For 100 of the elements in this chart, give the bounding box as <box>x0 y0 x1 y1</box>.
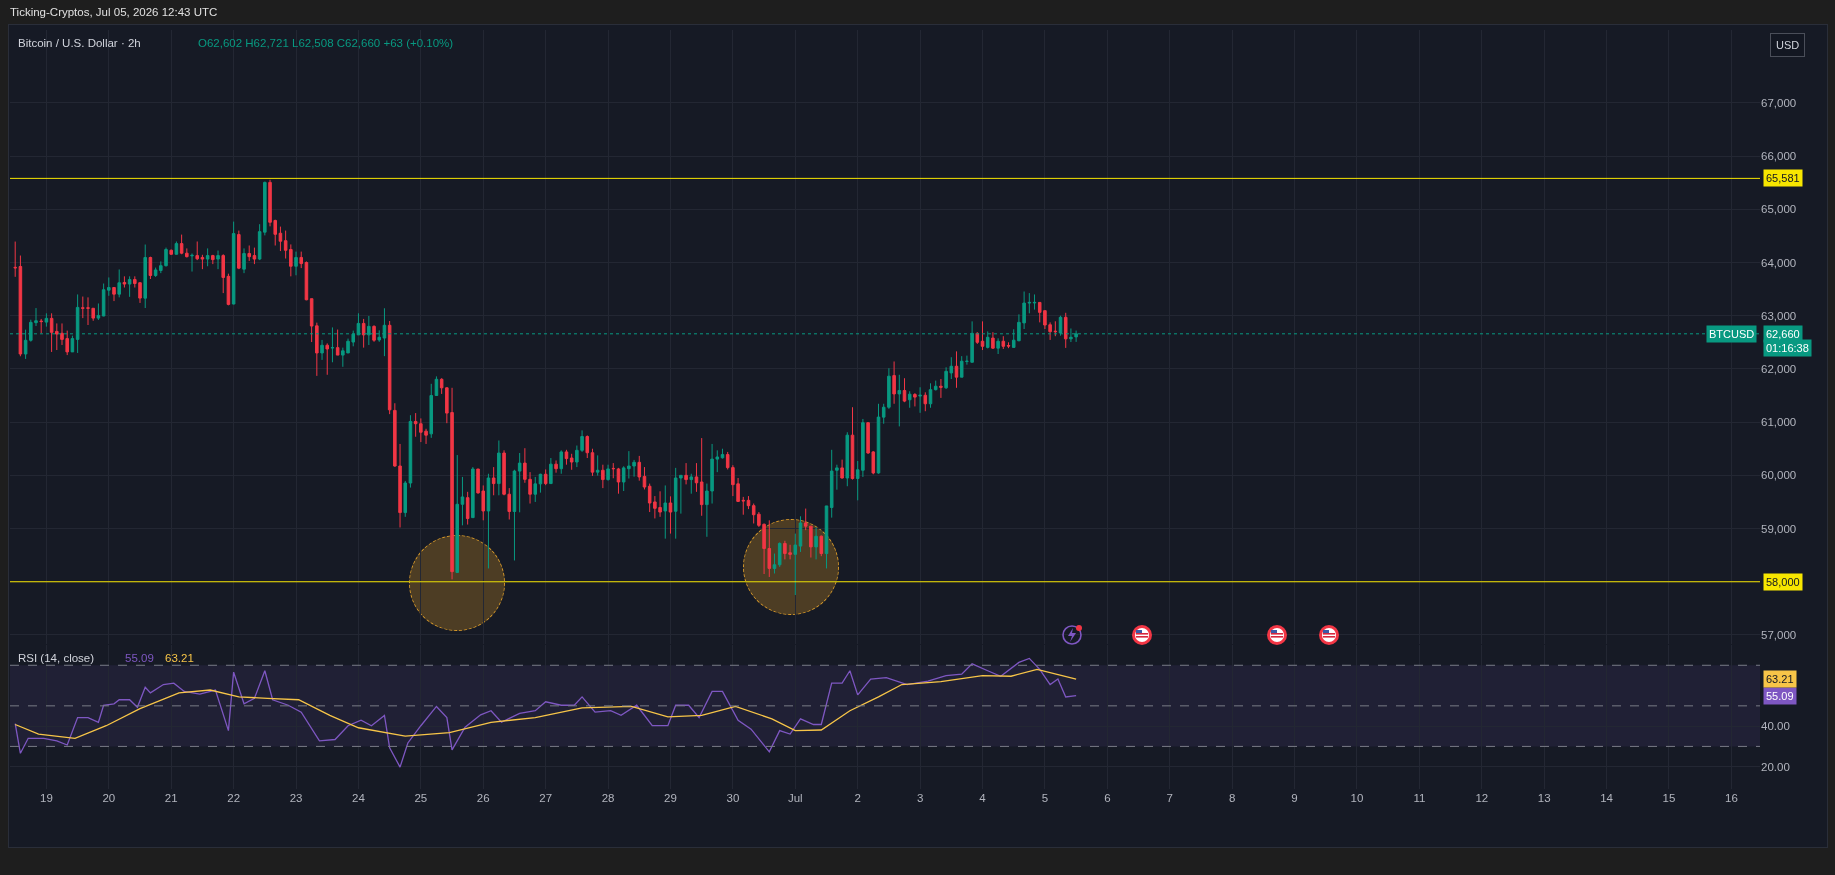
y-tick-label: 40.00 <box>1761 720 1790 733</box>
text: 55.09 <box>1766 690 1794 702</box>
candlestick <box>512 469 517 561</box>
candlestick <box>928 382 933 409</box>
x-tick-label: 25 <box>414 791 428 804</box>
candlestick <box>699 437 704 517</box>
x-tick-label: 14 <box>1600 791 1614 804</box>
x-tick-label: 7 <box>1166 791 1173 804</box>
candlestick <box>933 380 938 391</box>
candlestick <box>907 390 912 409</box>
y-tick-label: 59,000 <box>1761 522 1797 535</box>
candlestick <box>637 455 642 482</box>
y-tick-label: 60,000 <box>1761 469 1797 482</box>
candlestick <box>902 377 907 403</box>
candlestick <box>216 250 220 270</box>
x-tick-label: 2 <box>854 791 861 804</box>
candlestick <box>455 454 460 573</box>
candlestick <box>611 462 616 479</box>
x-tick-label: 8 <box>1228 791 1236 804</box>
x-tick-label: 22 <box>227 791 241 804</box>
candlestick <box>211 254 215 265</box>
candlestick <box>954 350 959 389</box>
x-tick-label: Jul <box>787 791 803 804</box>
candlestick <box>684 462 688 485</box>
x-tick-label: 27 <box>539 791 553 804</box>
candlestick <box>980 320 985 351</box>
y-tick-label: 64,000 <box>1761 256 1797 269</box>
candlestick <box>429 383 434 439</box>
candlestick <box>497 439 501 496</box>
candlestick <box>897 374 902 427</box>
candlestick <box>601 464 605 489</box>
candlestick <box>939 378 943 399</box>
x-tick-label: 10 <box>1350 791 1364 804</box>
candlestick <box>231 221 236 305</box>
x-tick-label: 24 <box>352 791 366 804</box>
candlestick <box>538 473 543 494</box>
candlestick <box>174 240 179 256</box>
text: Ticking-Cryptos, Jul 05, 2026 12:43 UTC <box>10 6 218 18</box>
candlestick <box>913 393 917 407</box>
x-tick-label: 12 <box>1475 791 1489 804</box>
text: 63.21 <box>1766 673 1794 685</box>
x-tick-label: 23 <box>289 791 303 804</box>
ref-line-label: 65,581 <box>1766 172 1800 184</box>
candlestick <box>70 335 75 353</box>
x-tick-label: 5 <box>1041 791 1049 804</box>
y-tick-label: 65,000 <box>1761 203 1797 216</box>
candlestick <box>991 331 995 350</box>
candlestick <box>517 452 522 513</box>
candlestick <box>372 324 376 343</box>
candlestick <box>1063 312 1068 349</box>
candlestick <box>491 466 496 496</box>
candlestick <box>299 251 304 269</box>
candlestick <box>403 480 408 518</box>
text: RSI (14, close) <box>18 652 95 664</box>
candlestick <box>642 466 647 490</box>
candlestick <box>533 476 538 503</box>
candlestick <box>39 318 43 334</box>
y-tick-label: 57,000 <box>1761 628 1797 641</box>
candlestick <box>569 453 574 471</box>
candlestick <box>996 337 1000 355</box>
candlestick <box>465 491 470 526</box>
candlestick <box>200 254 205 270</box>
x-tick-label: 9 <box>1291 791 1298 804</box>
y-tick-label: 66,000 <box>1761 150 1797 163</box>
x-tick-label: 21 <box>164 791 178 804</box>
candlestick <box>549 457 553 485</box>
line-series <box>14 668 1077 739</box>
candlestick <box>772 553 777 574</box>
candlestick <box>242 247 246 274</box>
x-tick-label: 29 <box>664 791 677 804</box>
candlestick <box>117 268 121 298</box>
text: Bitcoin / U.S. Dollar · 2h <box>18 37 141 49</box>
candlestick <box>143 244 147 309</box>
annotation: 63.21 <box>165 652 194 664</box>
candlestick <box>122 275 127 289</box>
x-tick-label: 30 <box>726 791 740 804</box>
candlestick <box>777 541 782 568</box>
x-tick-label: 26 <box>476 791 490 804</box>
candlestick <box>320 339 324 361</box>
candlestick <box>850 406 855 481</box>
x-tick-label: 20 <box>102 791 116 804</box>
candlestick <box>663 484 668 540</box>
candlestick <box>554 459 558 474</box>
candlestick <box>247 244 251 262</box>
candlestick <box>294 251 298 276</box>
candlestick <box>595 454 600 477</box>
candlestick <box>845 431 850 487</box>
ref-line-label: 58,000 <box>1766 576 1800 588</box>
candlestick <box>387 320 392 415</box>
candlestick <box>590 448 595 477</box>
text: USD <box>1776 39 1800 51</box>
candlestick <box>237 230 241 270</box>
ref-line-label: BTCUSD <box>1709 328 1755 340</box>
x-tick-label: 13 <box>1537 791 1551 804</box>
candlestick <box>486 473 491 569</box>
candlestick <box>814 526 818 560</box>
candlestick <box>694 462 699 493</box>
candlestick <box>606 464 610 482</box>
candlestick <box>793 533 798 596</box>
candlestick <box>460 476 465 526</box>
